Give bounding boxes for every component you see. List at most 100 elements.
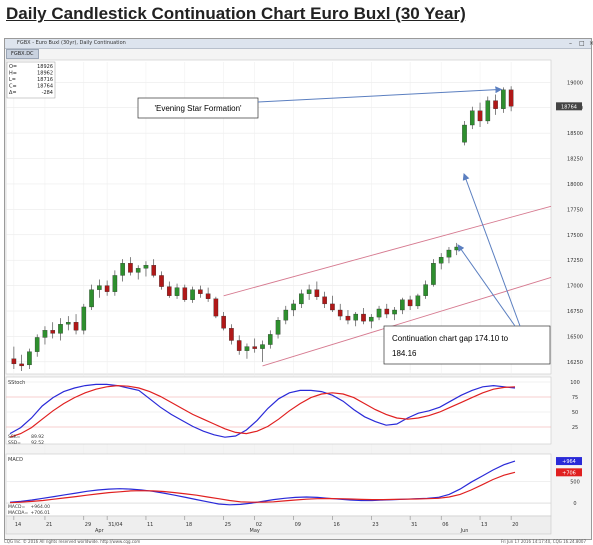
- evening-star-arrow: [257, 86, 503, 103]
- gap-annotation: Continuation chart gap 174.10 to 184.16: [383, 325, 551, 365]
- candle-body: [198, 289, 203, 294]
- price-tick-label: 18500: [567, 131, 583, 137]
- gap-label-line2: 184.16: [392, 349, 417, 358]
- candle-body: [221, 315, 226, 329]
- candle-body: [120, 263, 125, 276]
- price-tick-label: 16250: [567, 360, 583, 366]
- candle-body: [81, 306, 87, 331]
- info-label: H=: [9, 71, 17, 77]
- price-tick-label: 17250: [567, 258, 583, 264]
- candle-body: [236, 340, 242, 351]
- info-value: 18716: [37, 77, 53, 83]
- stoch-readout-label: SSD=: [8, 440, 21, 446]
- time-month-label: Jun: [460, 528, 469, 534]
- last-price-label: 18764: [561, 104, 577, 110]
- macd-readout-label: MACDA=: [8, 510, 28, 516]
- info-value: 18926: [37, 64, 53, 70]
- macd-panel: [5, 453, 552, 517]
- candle-body: [89, 289, 94, 308]
- time-month-label: May: [250, 528, 260, 534]
- candle-body: [407, 299, 413, 307]
- evening-star-annotation: 'Evening Star Formation': [137, 97, 259, 119]
- candle-body: [423, 284, 428, 296]
- stoch-series-ssk: [9, 383, 516, 438]
- price-tick-label: 17750: [567, 207, 583, 213]
- candle-body: [469, 110, 475, 126]
- candle-body: [151, 265, 157, 276]
- maximize-icon[interactable]: □: [579, 40, 585, 47]
- candle-body: [314, 289, 320, 297]
- time-tick-label: 09: [295, 522, 301, 528]
- time-tick-label: 20: [512, 522, 518, 528]
- candle-body: [501, 89, 506, 109]
- macd-tick-label: 500: [570, 479, 580, 485]
- gap-arrow-bottom: [457, 244, 516, 327]
- page-title: Daily Candlestick Continuation Chart Eur…: [6, 4, 466, 23]
- candle-body: [213, 298, 219, 317]
- price-tick-label: 16500: [567, 334, 583, 340]
- channel-upper-line: [223, 205, 552, 297]
- candle-body: [205, 293, 211, 299]
- last-price-tag: [556, 102, 582, 111]
- candle-body: [174, 287, 180, 296]
- info-label: Δ=: [9, 90, 17, 96]
- candle-body: [27, 351, 32, 366]
- candle-body: [392, 309, 397, 315]
- candle-body: [58, 324, 63, 334]
- price-tick-label: 16750: [567, 309, 583, 315]
- candle-body: [143, 265, 149, 269]
- time-tick-label: 11: [147, 522, 153, 528]
- candle-body: [368, 316, 374, 322]
- stoch-panel: [5, 376, 552, 445]
- candle-body: [104, 285, 110, 292]
- macd-readout-value: +964.00: [30, 504, 50, 510]
- candle-body: [462, 124, 467, 143]
- info-label: C=: [9, 84, 17, 90]
- time-tick-label: 21: [46, 522, 52, 528]
- candle-body: [34, 337, 40, 352]
- candle-body: [50, 330, 56, 334]
- price-tick-label: 18250: [567, 157, 583, 163]
- price-tick-label: 19000: [567, 80, 583, 86]
- candle-body: [159, 275, 164, 287]
- candle-body: [260, 344, 265, 349]
- macd-last-label: +964: [562, 459, 576, 465]
- stoch-title: SStoch: [8, 380, 25, 386]
- candle-body: [431, 263, 436, 285]
- macd-title: MACD: [8, 457, 23, 463]
- window-title: FGBX - Euro Buxl (30yr), Daily Continuat…: [17, 40, 126, 46]
- candle-body: [376, 308, 382, 318]
- candle-body: [322, 296, 327, 305]
- info-label: L=: [9, 77, 16, 83]
- candle-body: [477, 110, 483, 122]
- stoch-readout-label: SSK=: [8, 434, 21, 440]
- candle-body: [128, 263, 133, 273]
- macd-last-tag: [556, 457, 582, 466]
- candle-body: [97, 285, 102, 290]
- time-tick-label: 18: [186, 522, 192, 528]
- candle-body: [252, 346, 258, 349]
- candle-body: [415, 295, 421, 307]
- candle-body: [454, 246, 460, 251]
- gap-arrow-top: [462, 173, 521, 327]
- candle-body: [65, 322, 71, 325]
- candle-body: [438, 256, 444, 264]
- candle-body: [291, 303, 296, 311]
- minimize-icon[interactable]: –: [569, 40, 572, 47]
- candle-body: [267, 334, 273, 345]
- time-tick-label: 29: [85, 522, 91, 528]
- window-header: FGBX - Euro Buxl (30yr), Daily Continuat…: [5, 39, 593, 49]
- macd-last-tag: [556, 468, 582, 477]
- close-icon[interactable]: ×: [589, 40, 593, 47]
- info-value: 18962: [37, 71, 53, 77]
- price-tick-label: 17500: [567, 233, 583, 239]
- price-tick-label: 18000: [567, 182, 583, 188]
- candle-body: [73, 322, 79, 331]
- footer-copyright: CQG Inc. © 2016 All rights reserved worl…: [4, 539, 141, 544]
- stoch-readout-value: 89.92: [31, 434, 44, 440]
- stoch-tick-label: 100: [570, 380, 580, 386]
- candle-body: [229, 328, 234, 341]
- candle-body: [493, 100, 498, 109]
- symbol-tab[interactable]: FGBX.DC: [6, 49, 39, 59]
